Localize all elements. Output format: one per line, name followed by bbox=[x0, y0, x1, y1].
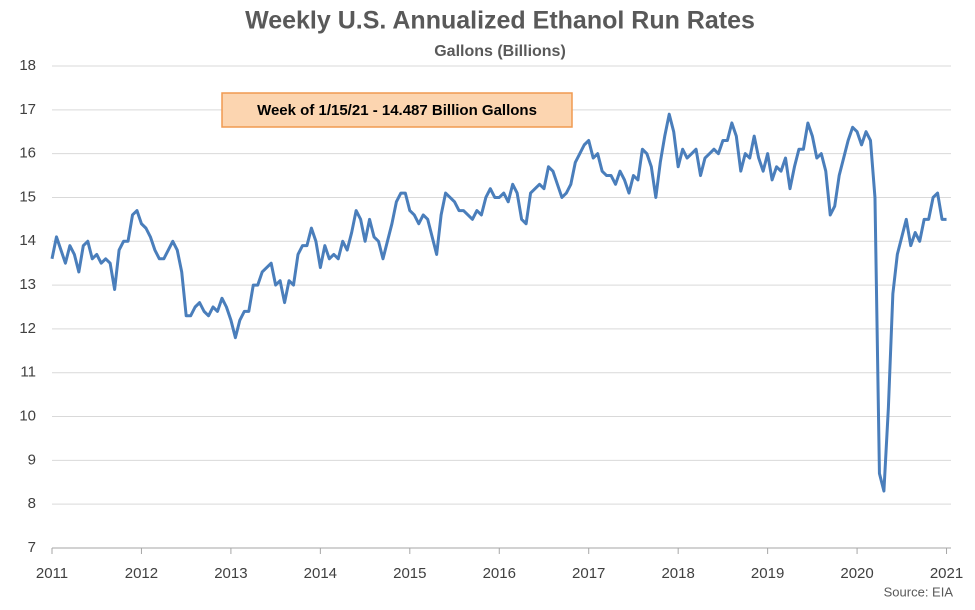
y-tick-label: 7 bbox=[28, 539, 36, 556]
annotation: Week of 1/15/21 - 14.487 Billion Gallons bbox=[257, 102, 537, 119]
y-tick-label: 17 bbox=[19, 101, 36, 118]
grid: 7 8 9 10 11 12 13 14 15 16 17 18 2011 2012 2013 2014 201… bbox=[19, 57, 963, 582]
x-tick-label: 2017 bbox=[572, 565, 605, 582]
plot bbox=[50, 112, 947, 493]
y-tick-label: 15 bbox=[19, 188, 36, 205]
y-tick-label: 18 bbox=[19, 57, 36, 74]
y-tick-label: 12 bbox=[19, 320, 36, 337]
y-tick-label: 11 bbox=[20, 364, 36, 381]
x-tick-label: 2011 bbox=[36, 565, 68, 582]
y-tick-label: 14 bbox=[19, 232, 36, 249]
x-tick-label: 2020 bbox=[840, 565, 873, 582]
x-tick-label: 2014 bbox=[304, 565, 337, 582]
x-tick-label: 2015 bbox=[393, 565, 426, 582]
source: Source: EIA bbox=[884, 584, 954, 599]
y-tick-label: 13 bbox=[19, 276, 36, 293]
x-tick-label: 2019 bbox=[751, 565, 784, 582]
x-tick-label: 2012 bbox=[125, 565, 158, 582]
chart-title: Weekly U.S. Annualized Ethanol Run Rates bbox=[245, 7, 755, 35]
x-tick-label: 2018 bbox=[661, 565, 694, 582]
chart-subtitle: Gallons (Billions) bbox=[434, 43, 566, 60]
x-tick-label: 2013 bbox=[214, 565, 247, 582]
x-tick-label: 2021 bbox=[930, 565, 963, 582]
x-tick-label: 2016 bbox=[483, 565, 516, 582]
y-tick-label: 9 bbox=[28, 451, 36, 468]
y-tick-label: 16 bbox=[19, 145, 36, 162]
y-tick-label: 10 bbox=[19, 408, 36, 425]
y-tick-label: 8 bbox=[28, 495, 36, 512]
series-line bbox=[50, 112, 947, 493]
annotation-box bbox=[221, 92, 573, 128]
